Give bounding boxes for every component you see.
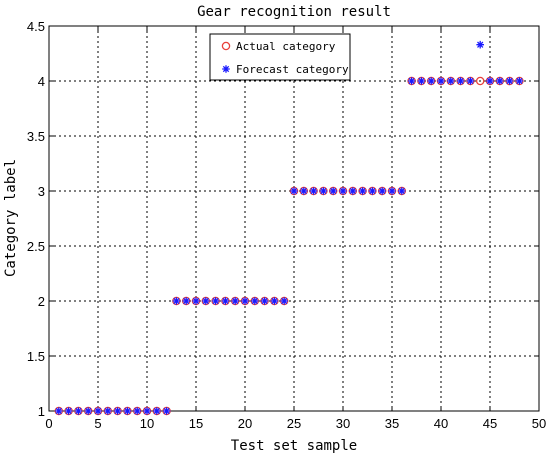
legend-marker-actual	[221, 41, 231, 51]
data-point-forecast	[515, 77, 524, 85]
data-point-forecast	[221, 297, 230, 305]
data-point-forecast	[290, 187, 298, 195]
data-point-forecast	[113, 407, 122, 415]
y-tick-label: 1	[38, 404, 45, 419]
data-point-forecast	[251, 297, 259, 305]
ticks: 0 5 10 15 20 25 30 35 40 45 50 1 1.5 2 2.5 3 3.5 4 4.5	[27, 19, 546, 431]
legend-box	[209, 33, 351, 81]
data-point-actual	[475, 76, 485, 86]
x-tick-label: 45	[483, 416, 497, 431]
data-point-forecast	[241, 297, 249, 305]
x-tick-label: 25	[287, 416, 301, 431]
chart-title: Gear recognition result	[197, 4, 391, 20]
data-point-forecast	[192, 297, 200, 305]
y-tick-label: 4.5	[27, 19, 45, 34]
y-tick-label: 4	[38, 74, 45, 89]
data-point-forecast	[64, 407, 73, 415]
x-tick-label: 40	[434, 416, 448, 431]
data-point-forecast	[466, 77, 475, 85]
data-point-forecast	[162, 407, 171, 415]
x-axis-label: Test set sample	[231, 438, 357, 454]
data-point-forecast	[329, 187, 337, 195]
data-point-forecast	[300, 187, 308, 195]
legend-label: Forecast category	[236, 63, 349, 76]
data-point-forecast	[123, 407, 132, 415]
data-point-forecast	[388, 187, 396, 195]
data-point-forecast	[280, 297, 288, 305]
x-tick-label: 35	[385, 416, 399, 431]
legend-label: Actual category	[236, 40, 336, 53]
data-point-forecast	[456, 77, 465, 85]
data-point-forecast	[202, 297, 210, 305]
x-tick-label: 50	[532, 416, 546, 431]
data-point-forecast	[417, 77, 426, 85]
data-point-forecast	[211, 297, 220, 305]
data-point-forecast	[270, 297, 279, 305]
data-point-forecast	[398, 187, 406, 195]
data-point-forecast	[427, 77, 435, 85]
y-axis-label: Category label	[3, 159, 19, 277]
x-tick-label: 20	[238, 416, 252, 431]
marks	[54, 40, 524, 416]
data-point-forecast	[378, 187, 386, 195]
data-point-forecast	[437, 77, 445, 85]
data-point-forecast	[358, 187, 367, 195]
plot-background	[49, 26, 539, 411]
data-point-forecast	[84, 407, 92, 415]
data-point-forecast	[496, 77, 504, 85]
x-tick-label: 15	[189, 416, 203, 431]
x-tick-label: 10	[140, 416, 154, 431]
data-point-forecast	[319, 187, 328, 195]
data-point-forecast	[260, 297, 269, 305]
data-point-forecast	[447, 77, 455, 85]
y-tick-label: 3.5	[27, 129, 45, 144]
legend: Actual category Forecast category	[209, 33, 351, 81]
y-tick-label: 1.5	[27, 349, 45, 364]
x-tick-label: 30	[336, 416, 350, 431]
data-point-forecast	[74, 407, 83, 415]
data-point-forecast	[143, 407, 151, 415]
data-point-forecast	[172, 297, 181, 305]
data-point-forecast	[94, 407, 102, 415]
data-point-forecast	[133, 407, 141, 415]
data-point-forecast	[309, 187, 318, 195]
data-point-forecast	[339, 187, 347, 195]
series-forecast	[55, 40, 524, 415]
x-tick-label: 5	[94, 416, 101, 431]
data-point-forecast	[476, 40, 484, 49]
data-point-forecast	[368, 187, 377, 195]
data-point-forecast	[104, 407, 112, 415]
y-tick-label: 3	[38, 184, 45, 199]
data-point-forecast	[505, 77, 514, 85]
data-point-forecast	[182, 297, 190, 305]
x-tick-label: 0	[45, 416, 52, 431]
legend-marker-forecast	[222, 65, 230, 73]
data-point-forecast	[349, 187, 357, 195]
y-tick-label: 2	[38, 294, 45, 309]
data-point-forecast	[231, 297, 239, 305]
data-point-forecast	[407, 77, 416, 85]
y-tick-label: 2.5	[27, 239, 45, 254]
data-point-forecast	[55, 407, 63, 415]
data-point-forecast	[153, 407, 161, 415]
data-point-forecast	[486, 77, 494, 85]
